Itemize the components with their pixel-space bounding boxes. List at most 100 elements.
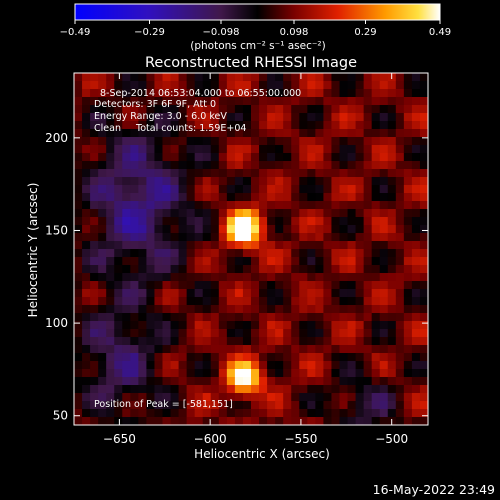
heatmap-cell [106,193,115,202]
heatmap-cell [170,361,179,370]
heatmap-cell [371,145,381,154]
heatmap-cell [242,97,252,106]
heatmap-cell [114,329,123,338]
heatmap-cell [130,377,139,386]
heatmap-cell [419,393,428,402]
heatmap-cell [138,185,147,194]
heatmap-cell [339,249,348,258]
heatmap-cell [146,313,155,322]
heatmap-cell [387,337,397,346]
heatmap-cell [395,337,405,346]
heatmap-cell [403,129,413,138]
heatmap-cell [283,313,292,322]
heatmap-cell [371,153,381,162]
heatmap-cell [275,273,284,282]
heatmap-cell [411,265,421,274]
heatmap-cell [218,209,228,218]
heatmap-cell [82,401,91,410]
heatmap-cell [98,281,107,290]
heatmap-cell [339,353,348,362]
heatmap-cell [347,209,356,218]
heatmap-cell [387,297,397,306]
heatmap-cell [379,145,389,154]
heatmap-cell [339,329,348,338]
heatmap-cell [347,345,356,354]
heatmap-cell [170,73,179,82]
heatmap-cell [403,313,413,322]
heatmap-cell [347,377,356,386]
heatmap-cell [122,313,131,322]
heatmap-cell [194,305,204,314]
heatmap-cell [251,225,260,234]
heatmap-cell [90,193,99,202]
heatmap-cell [194,297,204,306]
heatmap-cell [106,409,115,418]
heatmap-cell [251,305,260,314]
heatmap-cell [194,265,204,274]
heatmap-cell [122,417,131,425]
heatmap-cell [299,153,308,162]
heatmap-cell [315,121,324,130]
heatmap-cell [202,289,212,298]
heatmap-cell [299,177,308,186]
heatmap-cell [267,289,276,298]
heatmap-cell [98,409,107,418]
heatmap-cell [202,89,212,98]
heatmap-cell [379,105,389,114]
heatmap-cell [210,249,220,258]
heatmap-cell [242,145,252,154]
heatmap-cell [74,121,83,130]
heatmap-cell [98,113,107,122]
heatmap-cell [218,385,228,394]
heatmap-cell [106,121,115,130]
heatmap-cell [82,353,91,362]
heatmap-cell [363,169,373,178]
heatmap-cell [339,177,348,186]
heatmap-cell [194,337,204,346]
heatmap-cell [138,225,147,234]
heatmap-cell [283,273,292,282]
heatmap-cell [130,385,139,394]
heatmap-cell [186,249,196,258]
heatmap-cell [234,337,244,346]
heatmap-cell [138,417,147,425]
heatmap-cell [170,233,179,242]
heatmap-cell [387,169,397,178]
heatmap-cell [307,185,316,194]
heatmap-cell [226,137,236,146]
heatmap-cell [299,273,308,282]
heatmap-cell [251,249,260,258]
heatmap-cell [419,185,428,194]
heatmap-cell [291,337,300,346]
heatmap-cell [90,161,99,170]
heatmap-cell [138,121,147,130]
heatmap-cell [379,113,389,122]
heatmap-cell [218,137,228,146]
heatmap-cell [267,345,276,354]
heatmap-cell [218,353,228,362]
heatmap-cell [186,257,196,266]
x-tick-label: −650 [103,432,136,446]
heatmap-cell [154,361,163,370]
heatmap-cell [218,281,228,290]
heatmap-cell [387,289,397,298]
heatmap-cell [339,153,348,162]
heatmap-cell [138,105,147,114]
heatmap-cell [130,217,139,226]
heatmap-cell [347,233,356,242]
heatmap-cell [419,249,428,258]
heatmap-cell [339,217,348,226]
heatmap-cell [178,105,188,114]
heatmap-cell [267,417,276,425]
heatmap-cell [299,161,308,170]
x-tick-label: −550 [284,432,317,446]
heatmap-cell [347,241,356,250]
heatmap-cell [186,129,196,138]
heatmap-cell [98,209,107,218]
heatmap-cell [130,329,139,338]
heatmap-cell [210,201,220,210]
heatmap-cell [323,217,332,226]
heatmap-cell [291,265,300,274]
heatmap-cell [138,89,147,98]
